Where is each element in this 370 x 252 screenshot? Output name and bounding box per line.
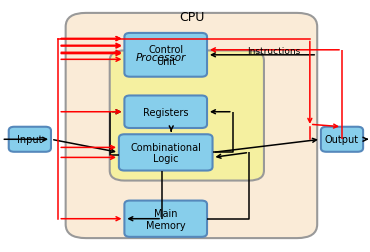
- Text: Output: Output: [325, 135, 359, 145]
- FancyBboxPatch shape: [65, 14, 317, 238]
- FancyBboxPatch shape: [321, 127, 363, 152]
- Text: Input: Input: [17, 135, 43, 145]
- FancyBboxPatch shape: [9, 127, 51, 152]
- Text: Registers: Registers: [143, 107, 188, 117]
- FancyBboxPatch shape: [110, 51, 264, 181]
- Text: CPU: CPU: [180, 11, 205, 24]
- Text: Control
Unit: Control Unit: [148, 45, 183, 66]
- Text: Combinational
Logic: Combinational Logic: [130, 142, 201, 164]
- Text: Processor: Processor: [136, 52, 186, 62]
- Text: Instructions: Instructions: [248, 47, 301, 56]
- FancyBboxPatch shape: [124, 201, 207, 237]
- FancyBboxPatch shape: [119, 135, 212, 171]
- FancyBboxPatch shape: [124, 96, 207, 129]
- Text: Main
Memory: Main Memory: [146, 208, 185, 230]
- FancyBboxPatch shape: [124, 34, 207, 77]
